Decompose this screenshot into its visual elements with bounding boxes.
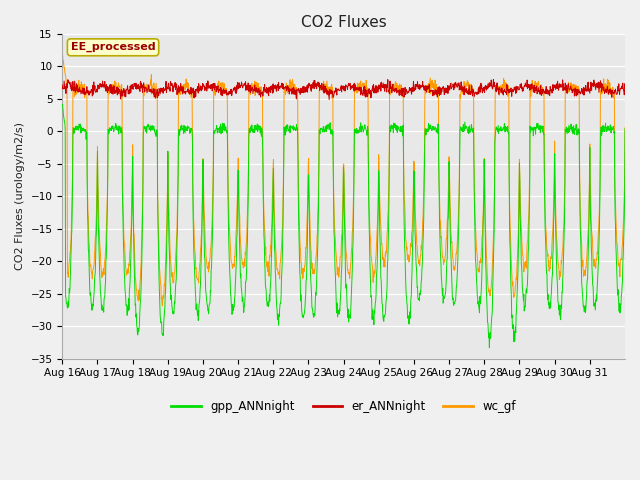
Text: EE_processed: EE_processed bbox=[70, 42, 156, 52]
Legend: gpp_ANNnight, er_ANNnight, wc_gf: gpp_ANNnight, er_ANNnight, wc_gf bbox=[166, 395, 520, 418]
Title: CO2 Fluxes: CO2 Fluxes bbox=[301, 15, 387, 30]
Y-axis label: CO2 Fluxes (urology/m2/s): CO2 Fluxes (urology/m2/s) bbox=[15, 122, 25, 270]
